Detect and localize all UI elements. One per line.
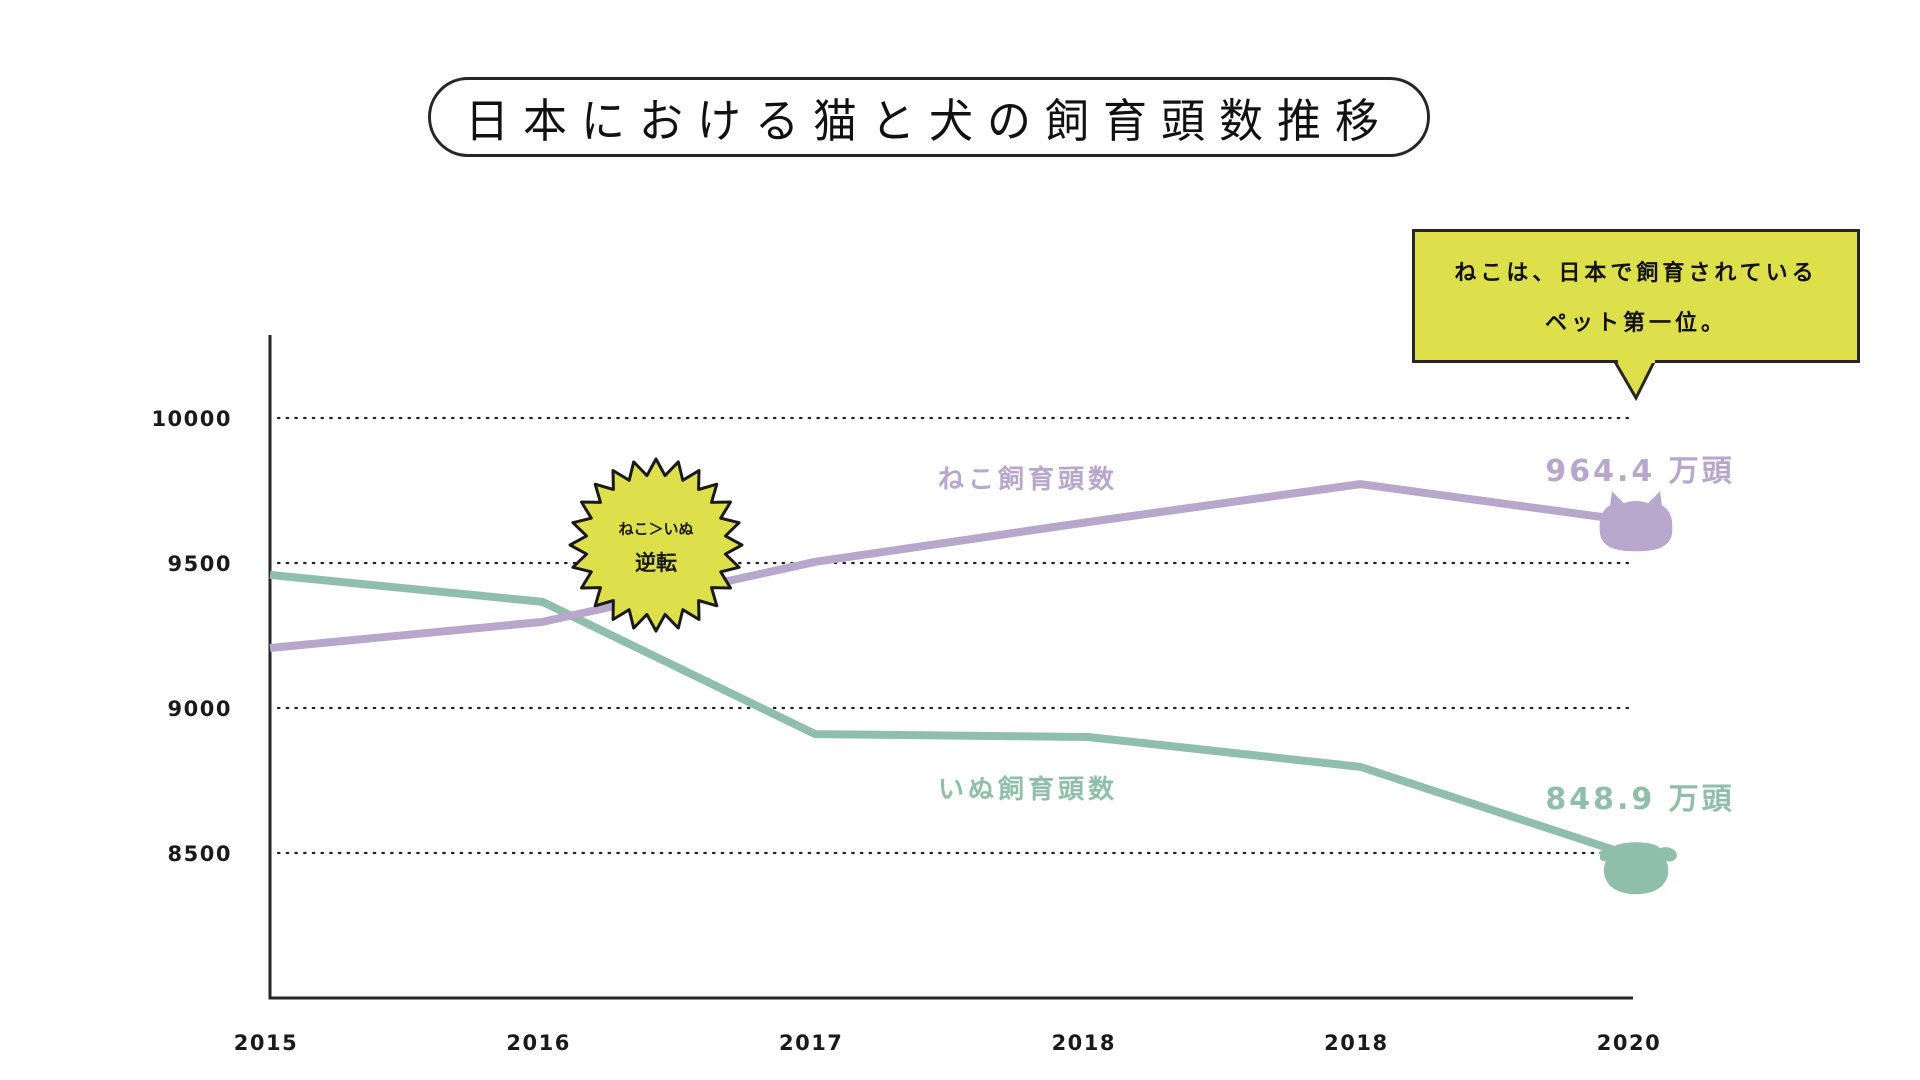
cat-end-value: 964.4 万頭 [1545,454,1734,489]
series-end-markers [1599,491,1677,895]
dog-end-value: 848.9 万頭 [1545,782,1734,817]
cat-series-label: ねこ飼育頭数 [938,464,1118,495]
callout-box: ねこは、日本で飼育されている ペット第一位。 [1412,229,1860,363]
callout-line1: ねこは、日本で飼育されている [1454,261,1818,286]
starburst-line2: 逆転 [635,551,677,575]
dog-series-line [269,570,1635,860]
dog-head-icon [1599,842,1677,895]
callout-pointer [1611,358,1658,402]
series-lines [269,480,1635,860]
y-tick-label: 9500 [168,552,232,576]
y-tick-label: 9000 [168,697,232,721]
dog-series-label: いぬ飼育頭数 [938,774,1118,805]
chart-title-pill: 日本における猫と犬の飼育頭数推移 [428,77,1430,157]
cat-series-line [269,480,1634,652]
cat-head-icon [1599,491,1673,552]
x-tick-label: 2020 [1597,1031,1661,1055]
x-tick-label: 2017 [779,1031,843,1055]
x-tick-labels: 2015 2016 2017 2018 2018 2020 [234,1031,1661,1055]
gridlines [276,416,1635,855]
starburst-shape [568,457,744,633]
y-tick-labels: 10000 9500 9000 8500 [151,407,232,866]
chart-title: 日本における猫と犬の飼育頭数推移 [465,94,1393,149]
callout-line2: ペット第一位。 [1544,311,1727,336]
y-tick-label: 8500 [168,842,232,866]
axes [268,335,1633,1000]
reversal-starburst: ねこ＞いぬ 逆転 [568,457,744,633]
x-tick-label: 2018 [1324,1031,1388,1055]
starburst-line1: ねこ＞いぬ [618,520,693,538]
x-tick-label: 2015 [234,1031,298,1055]
y-tick-label: 10000 [151,407,232,431]
x-tick-label: 2016 [506,1031,570,1055]
x-tick-label: 2018 [1052,1031,1116,1055]
